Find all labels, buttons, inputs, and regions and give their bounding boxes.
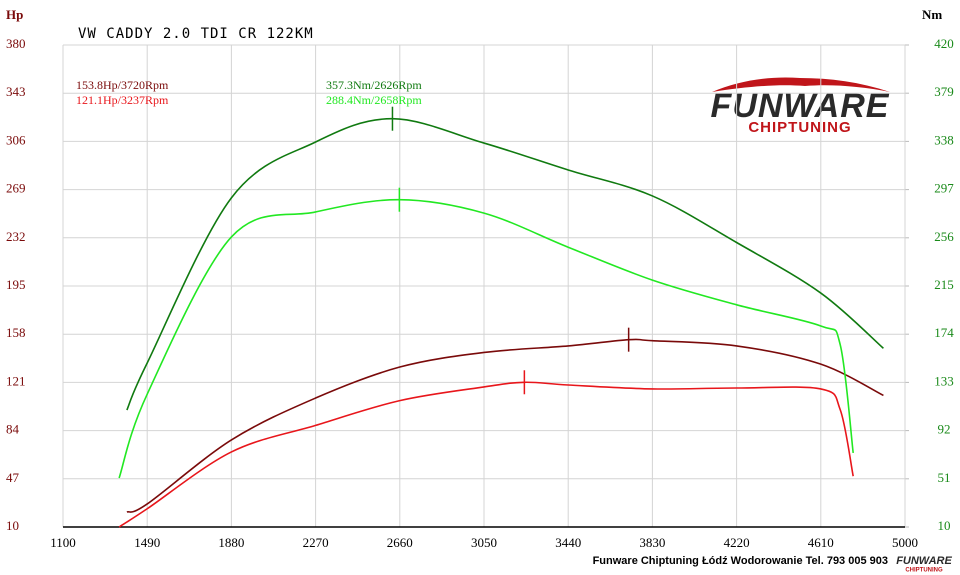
x-tick-label: 3440	[555, 535, 581, 550]
x-tick-label: 1880	[218, 535, 244, 550]
legend-entry: 153.8Hp/3720Rpm	[76, 78, 169, 92]
series-line	[118, 381, 854, 528]
legend-entry: 288.4Nm/2658Rpm	[326, 93, 422, 107]
y-tick-label: 47	[6, 470, 20, 485]
y2-tick-label: 51	[938, 470, 951, 485]
logo-swoosh	[712, 77, 890, 92]
footer: Funware Chiptuning Łódź Wodorowanie Tel.…	[593, 555, 888, 567]
y2-tick-label: 379	[934, 84, 954, 99]
chart-title: VW CADDY 2.0 TDI CR 122KM	[78, 26, 314, 42]
y-tick-label: 306	[6, 132, 26, 147]
footer-logo: FUNWARE	[896, 555, 952, 567]
y2-axis-label: Nm	[922, 7, 942, 22]
y2-tick-label: 420	[934, 36, 954, 51]
y-tick-label: 195	[6, 277, 26, 292]
y-tick-label: 84	[6, 422, 20, 437]
y-tick-label: 232	[6, 229, 26, 244]
footer-logo-tagline: CHIPTUNING	[905, 568, 943, 574]
x-tick-label: 3050	[471, 535, 497, 550]
series-line	[126, 338, 884, 513]
x-tick-label: 1490	[134, 535, 160, 550]
y-tick-label: 158	[6, 325, 26, 340]
logo-tagline: CHIPTUNING	[748, 119, 851, 136]
y-tick-label: 343	[6, 84, 26, 99]
y2-tick-label: 215	[934, 277, 954, 292]
x-tick-label: 5000	[892, 535, 918, 550]
y-tick-label: 10	[6, 518, 19, 533]
y2-tick-label: 256	[934, 229, 954, 244]
logo: FUNWARE CHIPTUNING	[711, 77, 890, 136]
y-tick-label: 380	[6, 36, 26, 51]
y2-tick-label: 133	[934, 373, 954, 388]
y-tick-label: 269	[6, 181, 26, 196]
series-line	[126, 117, 884, 411]
x-tick-label: 4610	[808, 535, 834, 550]
y-axis-label: Hp	[6, 7, 23, 22]
y2-tick-label: 92	[938, 422, 951, 437]
x-tick-label: 4220	[724, 535, 750, 550]
x-tick-label: 2660	[387, 535, 413, 550]
x-tick-label: 1100	[50, 535, 76, 550]
x-tick-label: 2270	[303, 535, 329, 550]
legend-entry: 357.3Nm/2626Rpm	[326, 78, 422, 92]
x-tick-label: 3830	[639, 535, 665, 550]
y-tick-label: 121	[6, 373, 26, 388]
y2-tick-label: 338	[934, 132, 954, 147]
y2-tick-label: 10	[938, 518, 951, 533]
series-line	[118, 198, 854, 479]
y2-tick-label: 174	[934, 325, 954, 340]
legend-entry: 121.1Hp/3237Rpm	[76, 93, 169, 107]
y2-tick-label: 297	[934, 181, 954, 196]
